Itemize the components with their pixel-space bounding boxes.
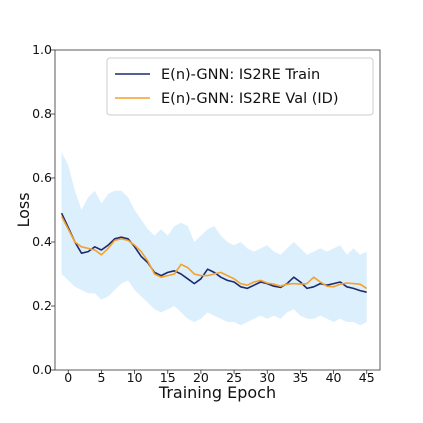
y-tick-label: 0.6 [32,170,52,185]
val-loss-line [60,216,368,290]
x-tick-label: 15 [160,370,176,385]
legend-label-train: E(n)-GNN: IS2RE Train [161,67,320,83]
legend-box [106,57,374,116]
train-loss-line [60,212,367,293]
y-tick-label: 0.8 [32,106,52,121]
x-tick-label: 35 [292,370,308,385]
y-axis-ticks: 0.0 0.2 0.4 0.6 0.8 1.0 [32,42,55,377]
x-tick-label: 30 [259,370,275,385]
x-tick-label: 10 [127,370,143,385]
x-tick-label: 45 [359,370,375,385]
x-tick-label: 0 [64,370,72,385]
x-tick-label: 5 [97,370,105,385]
x-tick-label: 20 [193,370,209,385]
legend-label-val: E(n)-GNN: IS2RE Val (ID) [161,91,338,107]
plot-frame [54,49,381,371]
y-tick-label: 0.2 [32,298,52,313]
x-axis-ticks: 0 5 10 15 20 25 30 35 40 45 [64,370,375,385]
x-tick-label: 25 [226,370,242,385]
y-tick-label: 0.4 [32,234,52,249]
y-tick-label: 1.0 [32,42,52,57]
x-tick-label: 40 [326,370,342,385]
y-axis-label: Loss [14,192,33,227]
x-axis-label: Training Epoch [158,383,276,402]
uncertainty-band-layer [61,152,367,326]
legend: E(n)-GNN: IS2RE Train E(n)-GNN: IS2RE Va… [106,57,374,116]
uncertainty-band [61,152,367,326]
series-layer [60,212,368,293]
y-tick-label: 0.0 [32,362,52,377]
